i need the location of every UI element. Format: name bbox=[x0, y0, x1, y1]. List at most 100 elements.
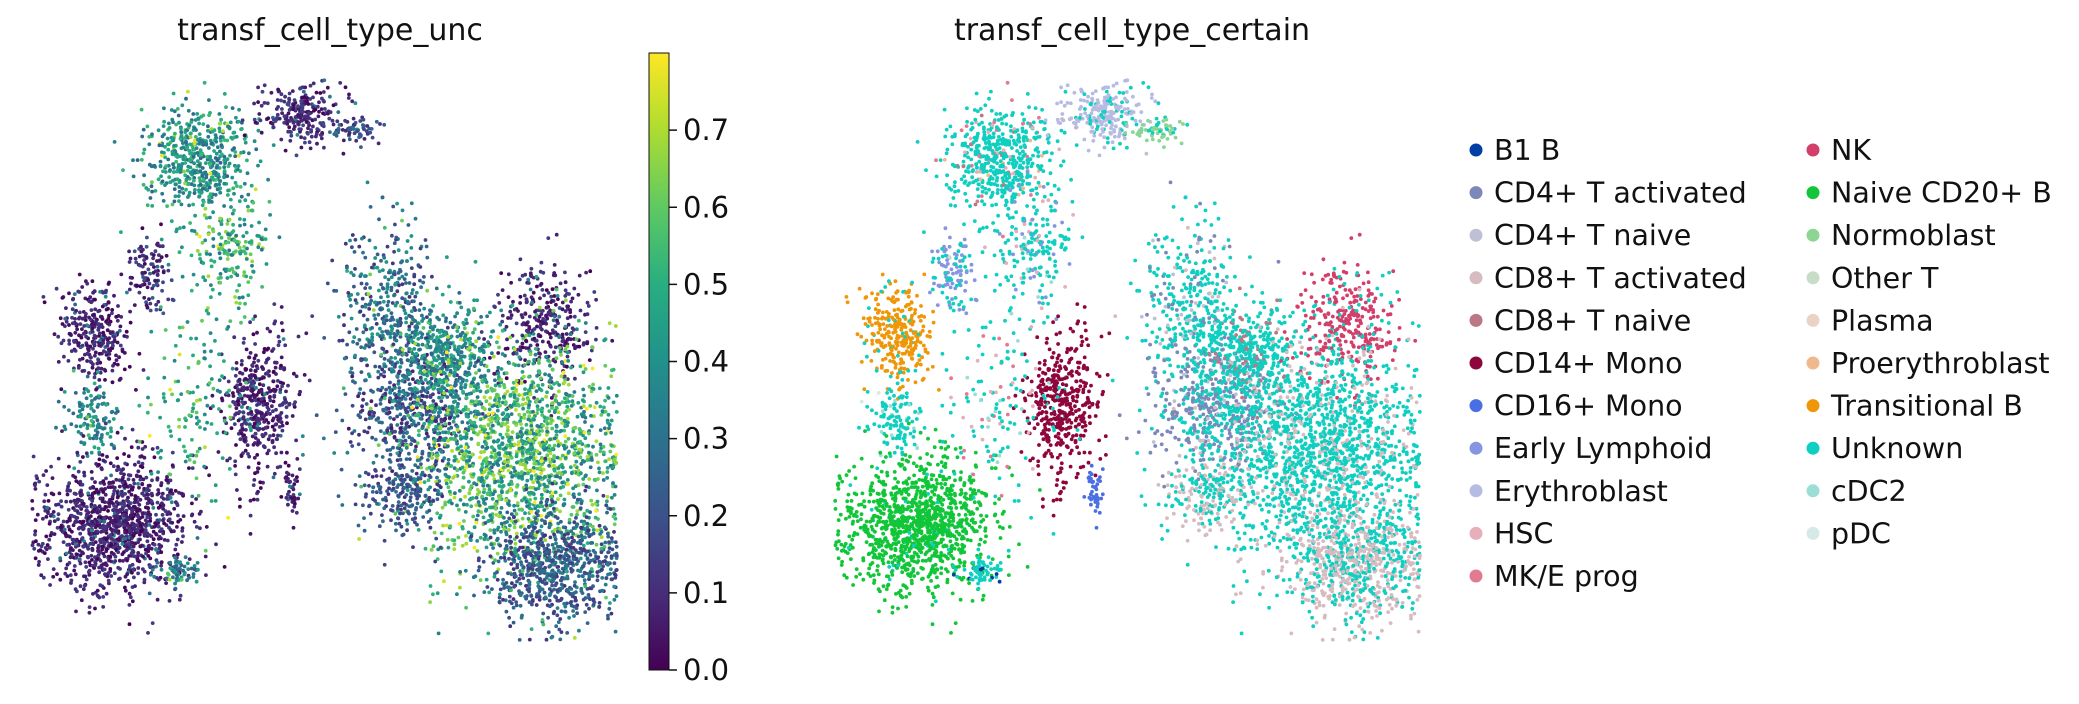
unc-point bbox=[311, 81, 316, 86]
unc-point bbox=[349, 304, 353, 308]
unc-point bbox=[446, 364, 451, 369]
unc-point bbox=[62, 390, 67, 394]
unc-point bbox=[125, 547, 129, 552]
unc-point bbox=[209, 158, 214, 163]
unc-point bbox=[192, 161, 197, 166]
unc-point bbox=[158, 164, 163, 169]
unc-point bbox=[214, 165, 219, 170]
unc-point bbox=[365, 317, 370, 322]
unc-point bbox=[161, 199, 166, 203]
unc-point bbox=[183, 130, 188, 135]
unc-point bbox=[256, 128, 261, 133]
unc-point bbox=[204, 573, 208, 577]
unc-point bbox=[222, 154, 227, 159]
unc-point bbox=[238, 217, 242, 221]
unc-point bbox=[192, 141, 197, 146]
unc-point bbox=[228, 153, 232, 158]
unc-point bbox=[179, 167, 183, 171]
unc-point bbox=[420, 319, 424, 323]
unc-point bbox=[154, 282, 159, 286]
unc-point bbox=[523, 379, 527, 384]
unc-point bbox=[230, 106, 235, 110]
unc-point bbox=[539, 281, 544, 286]
unc-point bbox=[96, 402, 101, 407]
unc-point bbox=[384, 290, 389, 295]
unc-point bbox=[563, 288, 568, 293]
unc-point bbox=[275, 384, 280, 389]
unc-point bbox=[123, 530, 127, 535]
unc-point bbox=[257, 382, 262, 387]
unc-point bbox=[378, 429, 383, 433]
unc-point bbox=[392, 249, 396, 254]
unc-point bbox=[136, 445, 141, 450]
unc-point bbox=[112, 539, 117, 543]
unc-point bbox=[236, 389, 240, 394]
unc-point bbox=[594, 337, 598, 342]
unc-point bbox=[367, 302, 372, 307]
unc-point bbox=[209, 283, 213, 287]
unc-point bbox=[98, 583, 103, 588]
unc-point bbox=[110, 495, 115, 499]
unc-point bbox=[351, 116, 356, 121]
unc-point bbox=[175, 525, 179, 529]
unc-point bbox=[171, 165, 176, 170]
unc-point bbox=[41, 473, 46, 477]
unc-point bbox=[122, 472, 126, 477]
unc-point bbox=[239, 194, 244, 199]
unc-point bbox=[130, 509, 135, 514]
unc-point bbox=[317, 100, 321, 105]
unc-point bbox=[425, 315, 429, 319]
unc-point bbox=[565, 354, 570, 359]
unc-point bbox=[544, 305, 549, 310]
unc-point bbox=[189, 120, 194, 125]
unc-point bbox=[400, 296, 405, 301]
unc-point bbox=[563, 270, 567, 275]
unc-point bbox=[142, 577, 147, 582]
unc-point bbox=[42, 551, 47, 555]
unc-point bbox=[206, 232, 211, 237]
unc-point bbox=[248, 532, 253, 536]
unc-point bbox=[283, 460, 288, 465]
unc-point bbox=[94, 395, 99, 400]
unc-point bbox=[414, 290, 419, 295]
unc-point bbox=[523, 387, 527, 391]
unc-point bbox=[247, 454, 252, 459]
unc-point bbox=[244, 230, 249, 235]
unc-point bbox=[359, 358, 364, 363]
unc-point bbox=[295, 133, 300, 137]
unc-point bbox=[363, 286, 368, 290]
unc-point bbox=[245, 443, 250, 447]
unc-point bbox=[233, 373, 238, 378]
unc-point bbox=[237, 199, 242, 204]
unc-point bbox=[541, 321, 546, 325]
unc-point bbox=[148, 196, 153, 200]
unc-point bbox=[92, 322, 97, 327]
unc-point bbox=[58, 316, 63, 321]
unc-point bbox=[520, 341, 525, 346]
unc-point bbox=[380, 330, 385, 334]
unc-point bbox=[242, 222, 247, 227]
unc-point bbox=[90, 279, 95, 284]
unc-point bbox=[115, 340, 120, 345]
unc-point bbox=[403, 407, 408, 411]
unc-point bbox=[331, 103, 336, 108]
unc-point bbox=[227, 268, 232, 273]
unc-point bbox=[371, 390, 375, 394]
unc-point bbox=[404, 320, 408, 325]
unc-point bbox=[81, 434, 86, 438]
unc-point bbox=[228, 120, 233, 125]
unc-point bbox=[208, 181, 213, 185]
unc-point bbox=[343, 118, 347, 123]
unc-point bbox=[179, 169, 183, 174]
unc-point bbox=[180, 186, 185, 191]
unc-point bbox=[262, 375, 266, 380]
unc-point bbox=[47, 537, 52, 542]
unc-point bbox=[274, 360, 279, 365]
unc-point bbox=[411, 335, 416, 340]
unc-point bbox=[62, 354, 66, 359]
unc-point bbox=[58, 525, 63, 529]
unc-point bbox=[233, 464, 238, 468]
unc-point bbox=[359, 145, 363, 150]
unc-point bbox=[222, 565, 227, 569]
unc-point bbox=[252, 497, 256, 502]
